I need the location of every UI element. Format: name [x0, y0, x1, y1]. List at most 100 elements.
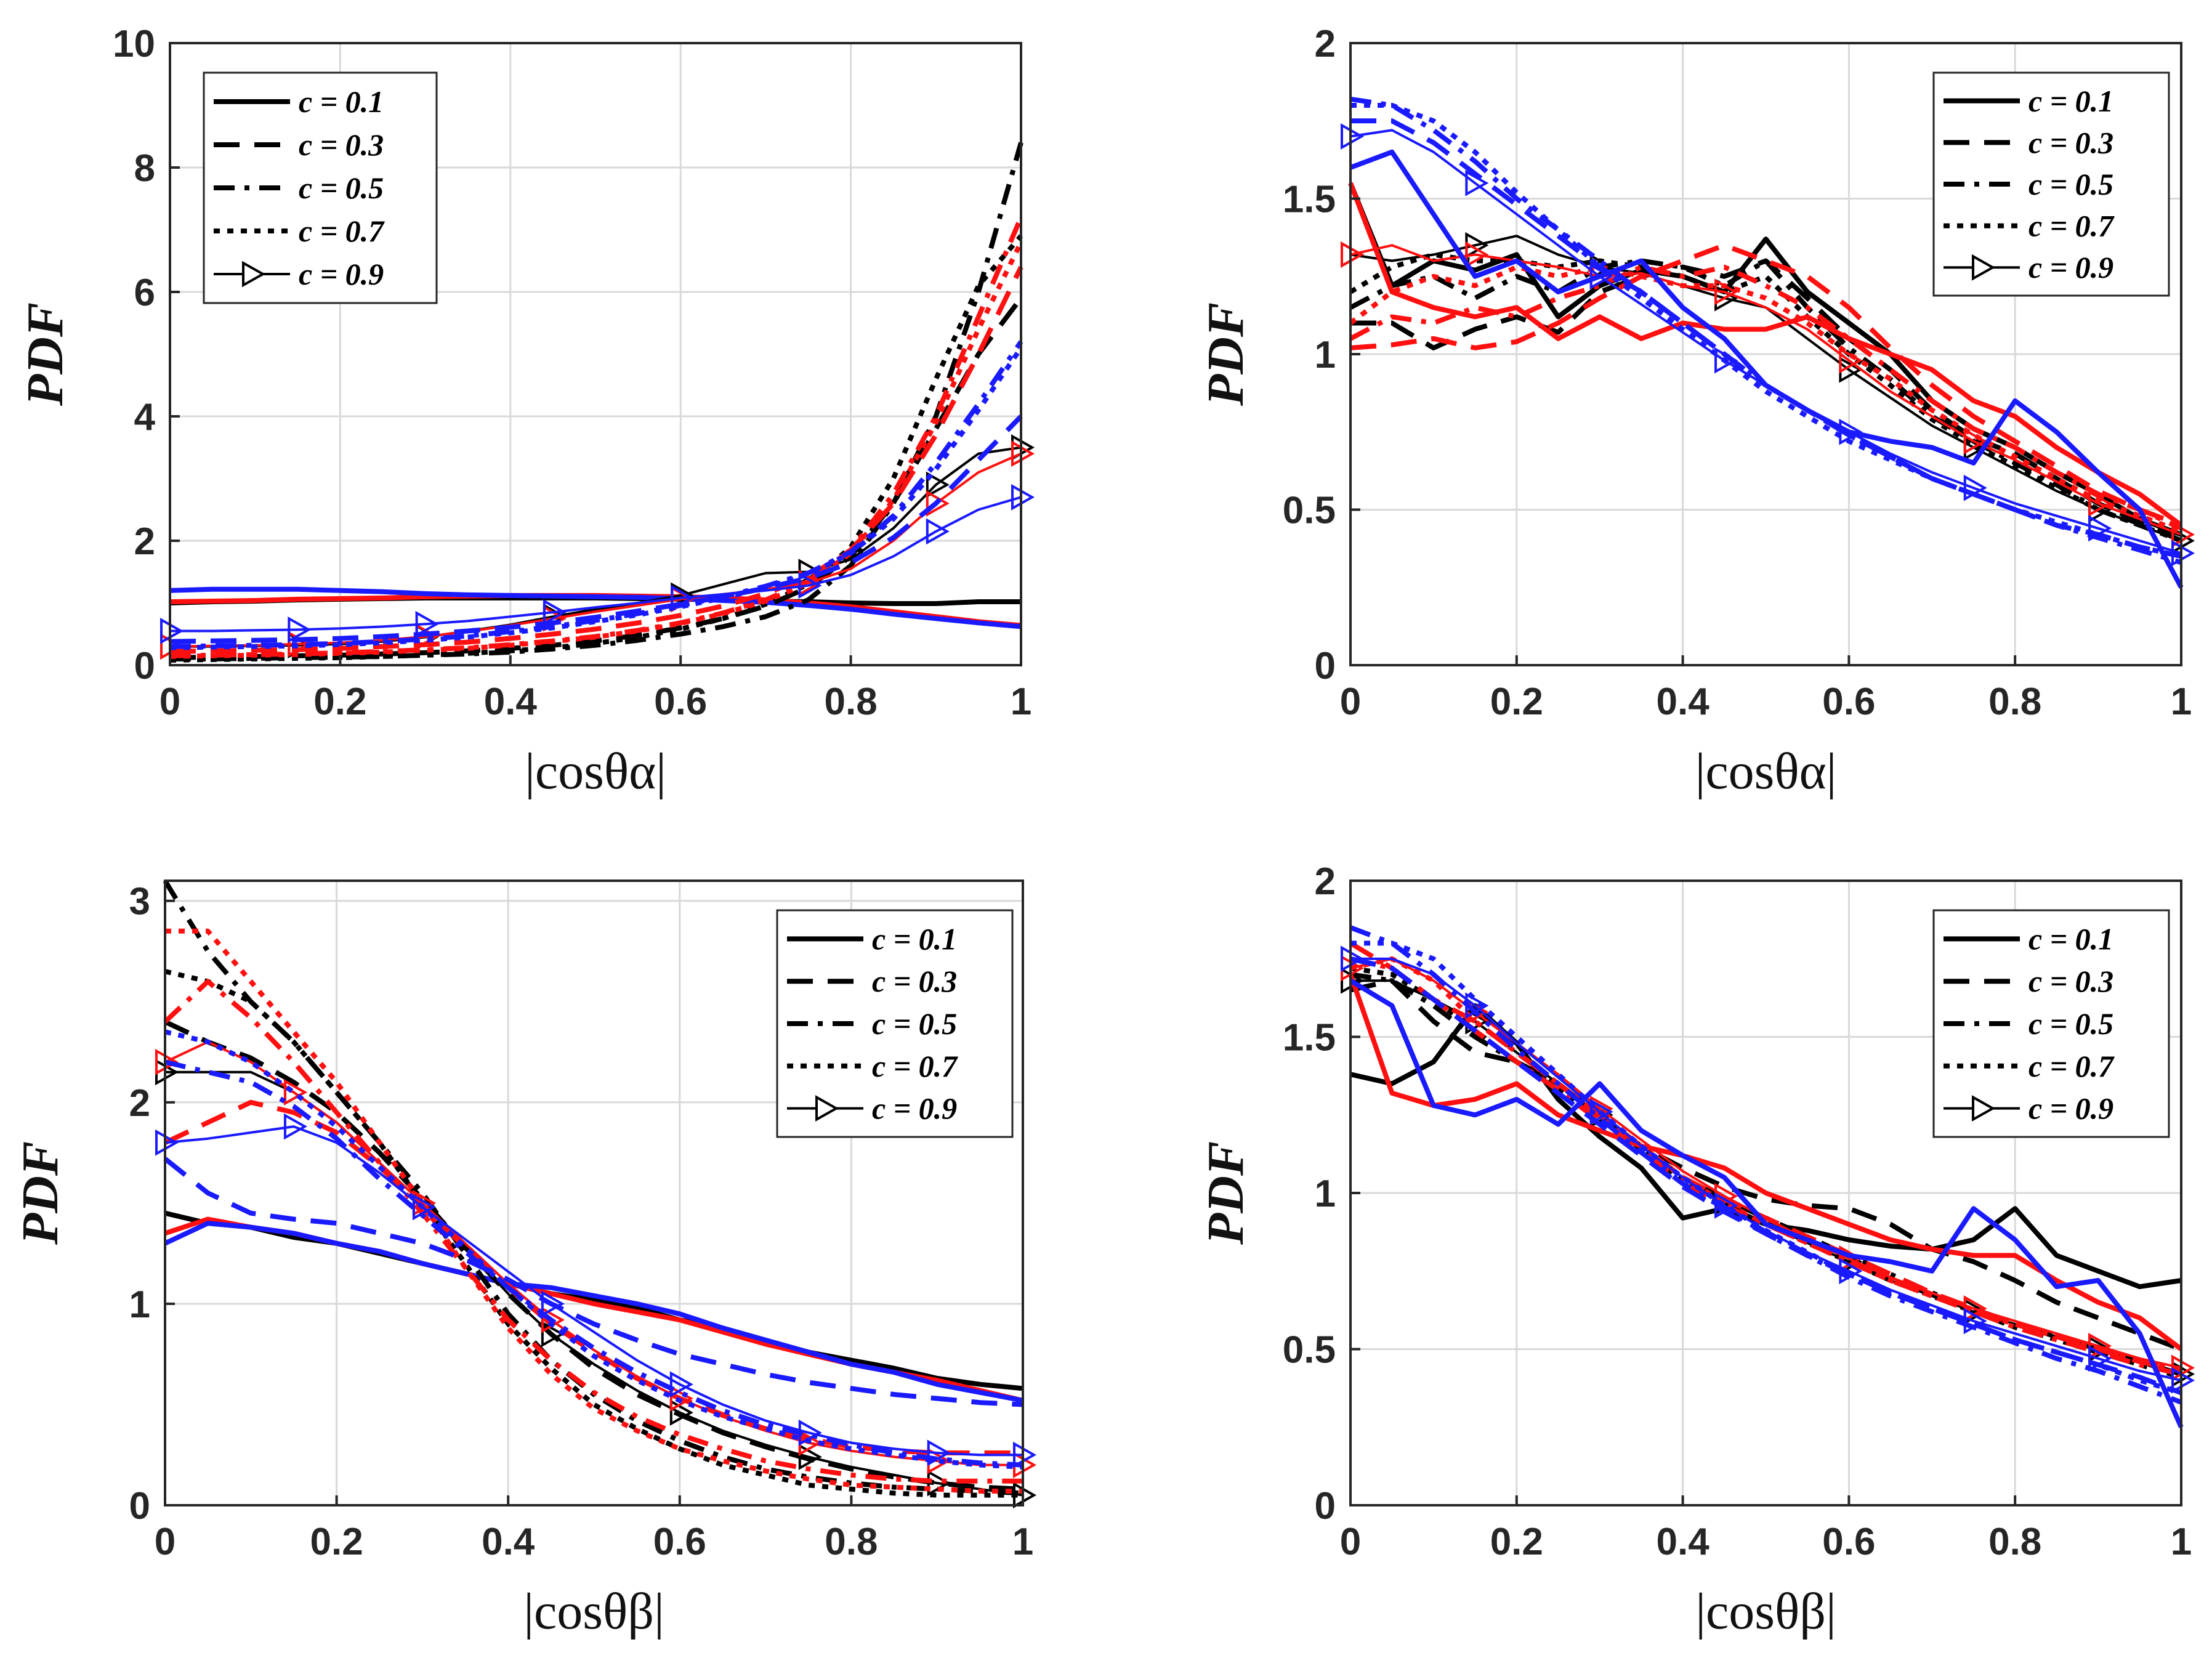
series-marker-triangle: [1465, 992, 1489, 1019]
series-line-red-solid: [1348, 182, 2183, 528]
x-tick-label: 0.8: [825, 1521, 878, 1563]
series-line-red-dashed: [169, 265, 1023, 654]
legend-label: c = 0.5: [299, 171, 384, 205]
series-line-blue-triangle: [170, 496, 1022, 633]
legend-marker-triangle: [242, 261, 266, 288]
legend-label: c = 0.9: [299, 257, 384, 291]
series-marker-triangle: [543, 599, 567, 626]
legend-marker-triangle: [1972, 1095, 1996, 1122]
series-line-blue-solid: [164, 1221, 1023, 1403]
series-marker-triangle: [1839, 347, 1863, 374]
series-marker-triangle: [926, 518, 950, 545]
y-tick-label: 2: [129, 1082, 150, 1125]
y-tick-label: 1: [1315, 334, 1336, 376]
series-marker-triangle: [669, 1385, 693, 1412]
series-line-black-solid: [1348, 182, 2182, 537]
x-tick-label: 0.4: [1656, 681, 1709, 723]
x-tick-label: 0.6: [653, 1521, 706, 1563]
y-axis-label: PDF: [1197, 302, 1254, 406]
legend: c = 0.1 c = 0.3 c = 0.5 c = 0.7 c = 0.9: [1932, 71, 2170, 297]
series-line-red-dashdot: [1349, 264, 2182, 531]
axes-box: [164, 880, 1024, 1506]
series-line-red-dashdot: [169, 216, 1023, 658]
legend-label: c = 0.1: [2028, 84, 2113, 118]
y-tick-label: 0: [134, 645, 155, 687]
legend: c = 0.1 c = 0.3 c = 0.5 c = 0.7 c = 0.9: [203, 71, 438, 304]
legend-label: c = 0.5: [872, 1006, 957, 1041]
legend-label: c = 0.3: [2028, 125, 2113, 160]
y-tick-label: 3: [129, 881, 150, 923]
series-line-black-dotted: [164, 969, 1023, 1498]
series-marker-triangle: [1589, 263, 1613, 290]
legend-marker-triangle: [815, 1095, 839, 1122]
y-tick-label: 0: [1315, 645, 1336, 687]
legend-marker-triangle: [1972, 254, 1996, 281]
series-line-black-dashdot: [1349, 258, 2182, 543]
legend-label: c = 0.7: [872, 1049, 958, 1083]
x-tick-label: 0.2: [313, 681, 366, 723]
y-tick-label: 6: [134, 272, 155, 314]
y-tick-label: 2: [1315, 23, 1336, 65]
y-tick-label: 1.5: [1283, 1017, 1336, 1059]
series-marker-triangle: [798, 1444, 822, 1470]
legend-label: c = 0.1: [872, 921, 957, 956]
series-line-blue-dashed: [163, 1157, 1023, 1407]
series-line-blue-dashed: [169, 414, 1023, 644]
y-tick-label: 0.5: [1283, 1329, 1336, 1372]
series-marker-triangle: [1963, 1308, 1987, 1335]
x-tick-label: 0: [1340, 1521, 1361, 1563]
legend-label: c = 0.7: [2028, 209, 2115, 243]
y-tick-label: 1: [1315, 1173, 1336, 1215]
y-tick-label: 0: [1315, 1485, 1336, 1527]
x-tick-label: 0.6: [1822, 1521, 1875, 1563]
x-tick-label: 1: [2171, 681, 2192, 723]
tick-labels: 0 0.2 0.4 0.6 0.8 1 0 0.5 1 1.5 2: [1283, 860, 2192, 1563]
series-marker-triangle: [283, 1113, 308, 1140]
series-line-black-dashed: [164, 1019, 1023, 1492]
series-marker-triangle: [1465, 241, 1489, 268]
series-marker-triangle: [288, 617, 312, 643]
series-marker-triangle: [1963, 427, 1987, 455]
series-marker-triangle: [1714, 1192, 1738, 1219]
x-axis-label: |cosθα|: [525, 743, 666, 800]
y-tick-label: 0: [129, 1485, 150, 1527]
series-group: [1341, 96, 2195, 589]
x-tick-label: 0.4: [484, 681, 538, 723]
x-axis-label: |cosθβ|: [523, 1583, 664, 1640]
series-line-blue-dashdot: [169, 340, 1023, 649]
y-axis-label: PDF: [12, 1141, 69, 1245]
y-tick-label: 10: [113, 23, 155, 65]
series-line-black-dotted: [169, 234, 1023, 663]
legend-label: c = 0.5: [2028, 1006, 2113, 1041]
series-marker-triangle: [2088, 490, 2112, 517]
y-axis-label: PDF: [17, 302, 74, 406]
series-marker-triangle: [798, 1419, 822, 1446]
legend-label: c = 0.5: [2028, 167, 2113, 201]
series-group: [160, 142, 1035, 663]
legend-label: c = 0.7: [2028, 1049, 2115, 1083]
legend-label: c = 0.3: [872, 964, 957, 998]
legend-label: c = 0.3: [2028, 964, 2113, 998]
series-line-blue-dashdot: [1349, 925, 2182, 1405]
series-line-red-dotted: [1349, 264, 2182, 534]
chart-panel-bottom-right: 0 0.2 0.4 0.6 0.8 1 0 0.5 1 1.5 2 |cosθβ| PDF c = 0.1…: [1197, 860, 2195, 1640]
series-line-red-dashdot: [163, 979, 1023, 1484]
series-marker-triangle: [926, 490, 950, 517]
series-line-blue-dotted: [164, 1029, 1023, 1470]
x-tick-label: 1: [1012, 1521, 1033, 1563]
y-tick-label: 2: [134, 520, 155, 563]
y-tick-label: 1.5: [1283, 179, 1336, 221]
x-tick-label: 0.8: [824, 681, 877, 723]
y-tick-label: 8: [134, 147, 155, 190]
series-line-red-triangle: [164, 1040, 1023, 1466]
series-marker-triangle: [541, 1320, 565, 1348]
series-marker-triangle: [669, 1371, 693, 1398]
series-line-black-dashed: [1350, 978, 2182, 1352]
axes-box: [169, 42, 1022, 666]
series-group: [155, 879, 1037, 1509]
series-marker-triangle: [1714, 278, 1738, 305]
series-marker-triangle: [1963, 474, 1987, 501]
